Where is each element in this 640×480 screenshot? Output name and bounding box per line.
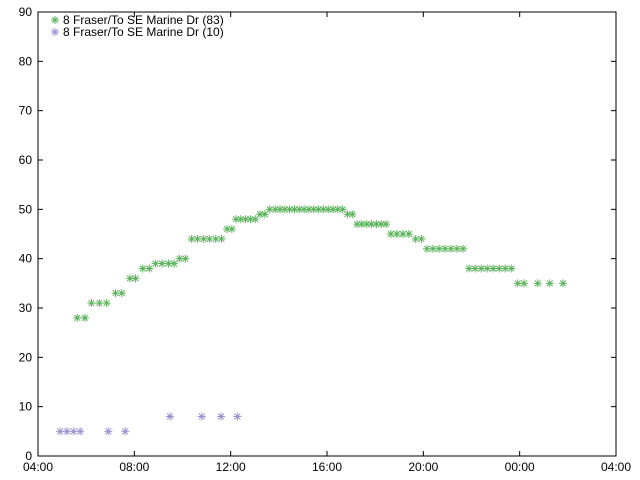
x-tick-label: 04:00 (23, 460, 53, 474)
legend-label: 8 Fraser/To SE Marine Dr (10) (63, 25, 224, 39)
x-tick-label: 12:00 (216, 460, 246, 474)
legend-label: 8 Fraser/To SE Marine Dr (83) (63, 13, 224, 27)
data-point (276, 205, 285, 214)
data-point (170, 259, 179, 268)
data-point (62, 427, 71, 436)
data-point (507, 264, 516, 273)
data-point (76, 427, 85, 436)
data-point (80, 313, 89, 322)
data-point (513, 279, 522, 288)
data-point (95, 299, 104, 308)
legend-marker (51, 16, 59, 24)
y-tick-label: 80 (19, 54, 33, 68)
y-tick-label: 10 (19, 400, 33, 414)
data-point (121, 427, 130, 436)
x-tick-label: 16:00 (312, 460, 342, 474)
data-point (233, 412, 242, 421)
data-point (309, 205, 318, 214)
data-point (217, 234, 226, 243)
series-1 (73, 205, 568, 322)
data-point (251, 215, 260, 224)
data-point (211, 234, 220, 243)
data-point (104, 427, 113, 436)
data-point (158, 259, 167, 268)
legend-marker (51, 28, 59, 36)
y-tick-label: 20 (19, 350, 33, 364)
data-point (324, 205, 333, 214)
data-point (56, 427, 65, 436)
data-point (87, 299, 96, 308)
data-point (260, 210, 269, 219)
data-point (197, 412, 206, 421)
y-tick-label: 90 (19, 5, 33, 19)
x-tick-label: 08:00 (119, 460, 149, 474)
data-point (117, 289, 126, 298)
data-point (227, 225, 236, 234)
y-tick-label: 50 (19, 202, 33, 216)
data-point (217, 412, 226, 421)
plot-frame (37, 11, 617, 457)
data-point (145, 264, 154, 273)
data-point (175, 254, 184, 263)
data-point (367, 220, 376, 229)
data-point (441, 244, 450, 253)
data-point (404, 230, 413, 238)
series-2 (56, 412, 242, 436)
data-point (164, 259, 173, 268)
y-axis: 0 10 20 30 40 50 60 70 80 90 (19, 5, 616, 463)
data-point (545, 279, 554, 288)
x-axis: 04:00 08:00 12:00 16:00 20:00 00:00 04:00 (23, 12, 631, 474)
data-point (151, 259, 160, 268)
data-point (329, 205, 338, 214)
y-tick-label: 70 (19, 104, 33, 118)
y-tick-label: 40 (19, 252, 33, 266)
data-point (417, 234, 426, 243)
data-point (459, 244, 468, 253)
data-point (131, 274, 140, 283)
data-point (559, 279, 568, 288)
legend: 8 Fraser/To SE Marine Dr (83)8 Fraser/To… (51, 13, 224, 39)
data-point (102, 299, 111, 308)
x-tick-label: 00:00 (505, 460, 535, 474)
y-tick-label: 60 (19, 153, 33, 167)
data-point (501, 264, 510, 273)
x-tick-label: 04:00 (601, 460, 631, 474)
x-tick-label: 20:00 (408, 460, 438, 474)
y-tick-label: 0 (25, 449, 32, 463)
y-tick-label: 30 (19, 301, 33, 315)
data-point (338, 205, 347, 214)
data-point (382, 220, 391, 229)
data-point (533, 279, 542, 288)
data-point (165, 412, 174, 421)
data-point (181, 254, 190, 263)
data-point (205, 234, 214, 243)
data-point (434, 244, 443, 253)
data-point (295, 205, 304, 214)
data-point (372, 220, 381, 229)
data-point (348, 210, 357, 219)
data-points (56, 205, 568, 436)
data-point (73, 313, 82, 322)
data-point (304, 205, 313, 214)
data-point (520, 279, 529, 288)
